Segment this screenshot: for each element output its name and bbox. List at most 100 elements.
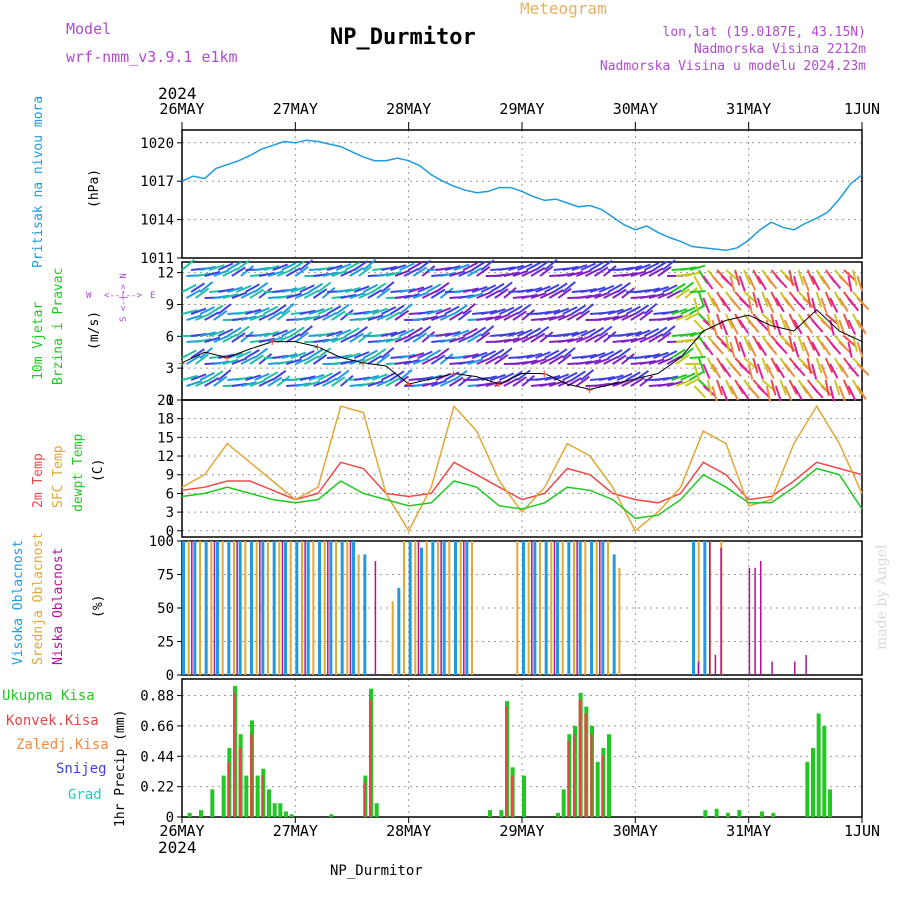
cloud-ylabel-low: Niska Oblacnost (51, 548, 66, 665)
wind-barb (567, 336, 583, 343)
wind-barb (294, 331, 309, 343)
watermark: made by Angel (874, 544, 890, 650)
cloud-ylabel-high: Visoka Oblacnost (11, 540, 26, 665)
total-precip-bar (760, 811, 764, 817)
wind-barb (761, 379, 775, 392)
wind-barb (480, 350, 497, 359)
convective-precip-bar (584, 713, 587, 817)
wind-barb (571, 329, 588, 337)
wind-barb (539, 381, 556, 387)
wind-barb (507, 305, 523, 315)
wind-barb (557, 287, 572, 299)
wind-barb (231, 291, 248, 299)
wind-barb (458, 334, 474, 343)
wind-barb (422, 315, 439, 321)
wind-barb (227, 286, 243, 293)
wind-barb (453, 329, 470, 337)
wind-barb (535, 260, 550, 271)
wind-barb (648, 358, 665, 365)
wind-barb (480, 284, 497, 293)
wind-barb (666, 380, 683, 387)
convective-precip-bar (578, 699, 582, 817)
wind-barb (797, 269, 805, 286)
wind-barb (276, 268, 293, 277)
wind-barb (430, 288, 446, 299)
wind-barb (738, 297, 752, 310)
wind-barb (480, 325, 495, 337)
wind-barb (285, 358, 302, 365)
wind-barb (562, 371, 578, 381)
wind-barb (843, 269, 857, 282)
mid-cloud-bar (244, 541, 247, 675)
wind-compass: W <--|--> E S <-|-> N (86, 273, 155, 322)
convective-precip-bar (567, 741, 570, 817)
wind-barb (476, 382, 493, 387)
wind-barb (702, 275, 714, 290)
wind-barb (367, 314, 384, 321)
wind-barb (806, 357, 812, 374)
low-cloud-bar (794, 661, 796, 675)
wind-gust-marker: + (405, 377, 412, 391)
wind-barb (706, 357, 716, 373)
wind-barb (204, 377, 220, 387)
wind-barb (308, 308, 325, 315)
wind-barb (585, 267, 601, 277)
wind-barb (743, 269, 752, 286)
wind-barb (738, 319, 750, 334)
wind-barb (657, 291, 674, 299)
wind-barb (195, 312, 211, 321)
wind-barb (449, 336, 465, 343)
mid-cloud-bar (335, 541, 337, 675)
wind-barb (195, 287, 210, 299)
wind-barb (720, 297, 732, 312)
wind-barb (422, 381, 439, 387)
wind-barb (408, 352, 425, 359)
wind-barb (503, 377, 519, 387)
wind-barb (290, 260, 305, 271)
wind-barb (530, 332, 546, 343)
convective-precip-bar (261, 775, 264, 817)
wind-barb (643, 262, 660, 271)
x-day-label-top: 31MAY (726, 100, 771, 118)
wind-barb (322, 311, 338, 321)
wind-barb (426, 308, 443, 315)
wind-barb (675, 354, 690, 365)
wind-barb (363, 309, 380, 315)
cloud-ylabel-mid: Srednja Oblacnost (31, 532, 46, 665)
convective-precip-bar (601, 754, 604, 817)
wind-barb (308, 373, 325, 381)
wind-barb (253, 347, 269, 359)
wind-barb (498, 347, 513, 359)
y-tick-label: 1020 (140, 136, 174, 152)
high-cloud-bar (442, 541, 446, 675)
wind-barb (403, 293, 420, 299)
wind-barb (249, 313, 266, 321)
total-precip-bar (255, 775, 260, 817)
high-cloud-bar (216, 541, 219, 675)
high-cloud-bar (261, 541, 265, 675)
wind-barb (335, 263, 352, 271)
wind-barb (426, 283, 442, 293)
wind-barb (417, 284, 433, 293)
wind-barb (281, 262, 297, 271)
wind-barb (240, 355, 256, 365)
mid-cloud-bar (459, 541, 462, 675)
mid-cloud-bar (403, 541, 405, 675)
wind-barb (349, 292, 366, 299)
high-cloud-bar (703, 541, 707, 675)
wind-barb (693, 297, 700, 314)
y-tick-label: 0.22 (140, 780, 174, 796)
wind-barb (847, 319, 857, 335)
wind-barb (621, 312, 637, 321)
wind-barb (181, 309, 198, 315)
wind-barb (621, 337, 638, 343)
wind-barb (235, 325, 250, 337)
high-cloud-bar (533, 541, 537, 675)
wind-barb (562, 281, 576, 293)
wind-barb (476, 291, 492, 299)
wind-barb (222, 267, 238, 277)
wind-barb (603, 290, 619, 299)
low-cloud-bar (304, 541, 306, 675)
wind-barb (811, 319, 824, 333)
wind-barb (598, 325, 613, 337)
